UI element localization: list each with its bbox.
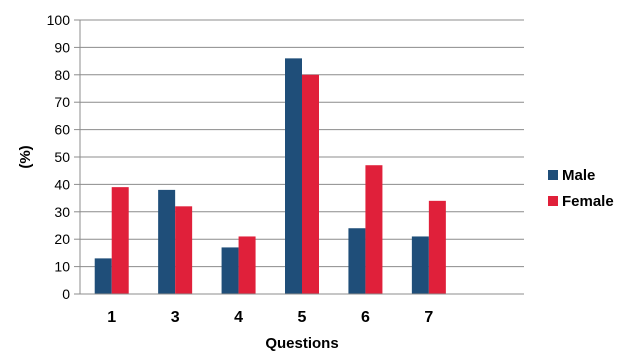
- y-tick-label: 40: [54, 176, 70, 192]
- y-tick-label: 30: [54, 204, 70, 220]
- axes: [79, 20, 524, 295]
- x-axis-label: Questions: [265, 335, 338, 352]
- bar-female-q7: [428, 200, 446, 294]
- bar-male-q5: [285, 58, 302, 294]
- x-tick-label: 7: [424, 309, 433, 326]
- x-tick-label: 3: [171, 309, 180, 326]
- y-tick-label: 100: [47, 12, 71, 28]
- bar-female-q4: [238, 236, 256, 294]
- y-tick-label: 0: [62, 286, 70, 302]
- bar-male-q1: [94, 258, 112, 294]
- legend-swatch-male: [548, 170, 558, 180]
- x-axis-ticks: 1 3 4 5 6 7: [107, 309, 433, 326]
- bar-female-q5: [302, 74, 319, 294]
- bar-male-q7: [411, 236, 429, 294]
- y-tick-label: 70: [54, 94, 70, 110]
- x-tick-label: 5: [298, 309, 307, 326]
- legend-label-male: Male: [562, 167, 595, 184]
- y-tick-label: 20: [54, 231, 70, 247]
- bar-female-q6: [365, 165, 383, 294]
- bar-female-q1: [111, 187, 129, 294]
- legend-swatch-female: [548, 196, 558, 206]
- legend: Male Female: [548, 167, 614, 210]
- y-tick-label: 60: [54, 122, 70, 138]
- x-tick-label: 6: [361, 309, 370, 326]
- bar-male-q3: [158, 189, 176, 294]
- bar-female-q3: [175, 206, 193, 294]
- bar-male-q4: [221, 247, 239, 294]
- y-tick-label: 80: [54, 67, 70, 83]
- x-tick-label: 1: [107, 309, 116, 326]
- y-axis-ticks: 0 10 20 30 40 50 60 70 80 90 100: [47, 12, 80, 302]
- y-tick-label: 50: [54, 149, 70, 165]
- bars: [94, 58, 446, 294]
- y-axis-label: (%): [17, 145, 34, 168]
- y-tick-label: 10: [54, 259, 70, 275]
- x-tick-label: 4: [234, 309, 243, 326]
- bar-male-q6: [348, 228, 366, 294]
- legend-label-female: Female: [562, 193, 614, 210]
- y-tick-label: 90: [54, 39, 70, 55]
